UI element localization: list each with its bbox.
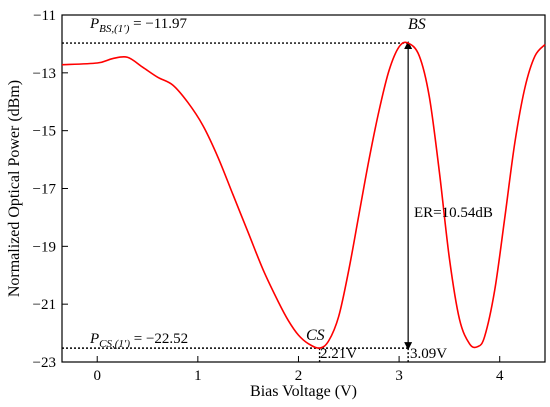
- y-tick-label: −11: [33, 8, 56, 24]
- cs-power-label: PCS,(1′) = −22.52: [89, 331, 188, 350]
- axes-group: 0 1 2 3 4 −11 −13 −15 −17 −19 −21 −23: [33, 8, 546, 384]
- series-group: [61, 41, 546, 349]
- y-tick-label: −13: [33, 66, 56, 82]
- y-tick-label: −15: [33, 124, 56, 140]
- y-tick-label: −21: [33, 297, 56, 313]
- x-tick-label: 1: [194, 368, 202, 384]
- y-tick-label: −23: [33, 355, 56, 371]
- reference-guides: [62, 41, 413, 362]
- y-axis-ticks: −11 −13 −15 −17 −19 −21 −23: [33, 8, 68, 371]
- y-axis-title: Normalized Optical Power (dBm): [6, 80, 23, 297]
- x-axis-title: Bias Voltage (V): [250, 383, 357, 400]
- x-tick-label: 4: [496, 368, 504, 384]
- x-tick-label: 0: [93, 368, 101, 384]
- series-line: [61, 41, 546, 349]
- x-tick-label: 3: [395, 368, 403, 384]
- annotation-labels: PBS,(1′) = −11.97 BS PCS,(1′) = −22.52 C…: [89, 16, 493, 362]
- bs-voltage-label: 3.09V: [410, 346, 447, 362]
- extinction-ratio-label: ER=10.54dB: [414, 205, 493, 221]
- plot-frame: [61, 14, 546, 363]
- bs-point-label: BS: [408, 16, 426, 33]
- y-tick-label: −19: [33, 239, 56, 255]
- cs-voltage-label: 2.21V: [320, 346, 357, 362]
- x-axis-ticks: 0 1 2 3 4: [93, 356, 504, 384]
- cs-point-label: CS: [306, 327, 325, 344]
- y-tick-label: −17: [33, 182, 57, 198]
- bs-power-label: PBS,(1′) = −11.97: [89, 16, 187, 35]
- x-tick-label: 2: [295, 368, 303, 384]
